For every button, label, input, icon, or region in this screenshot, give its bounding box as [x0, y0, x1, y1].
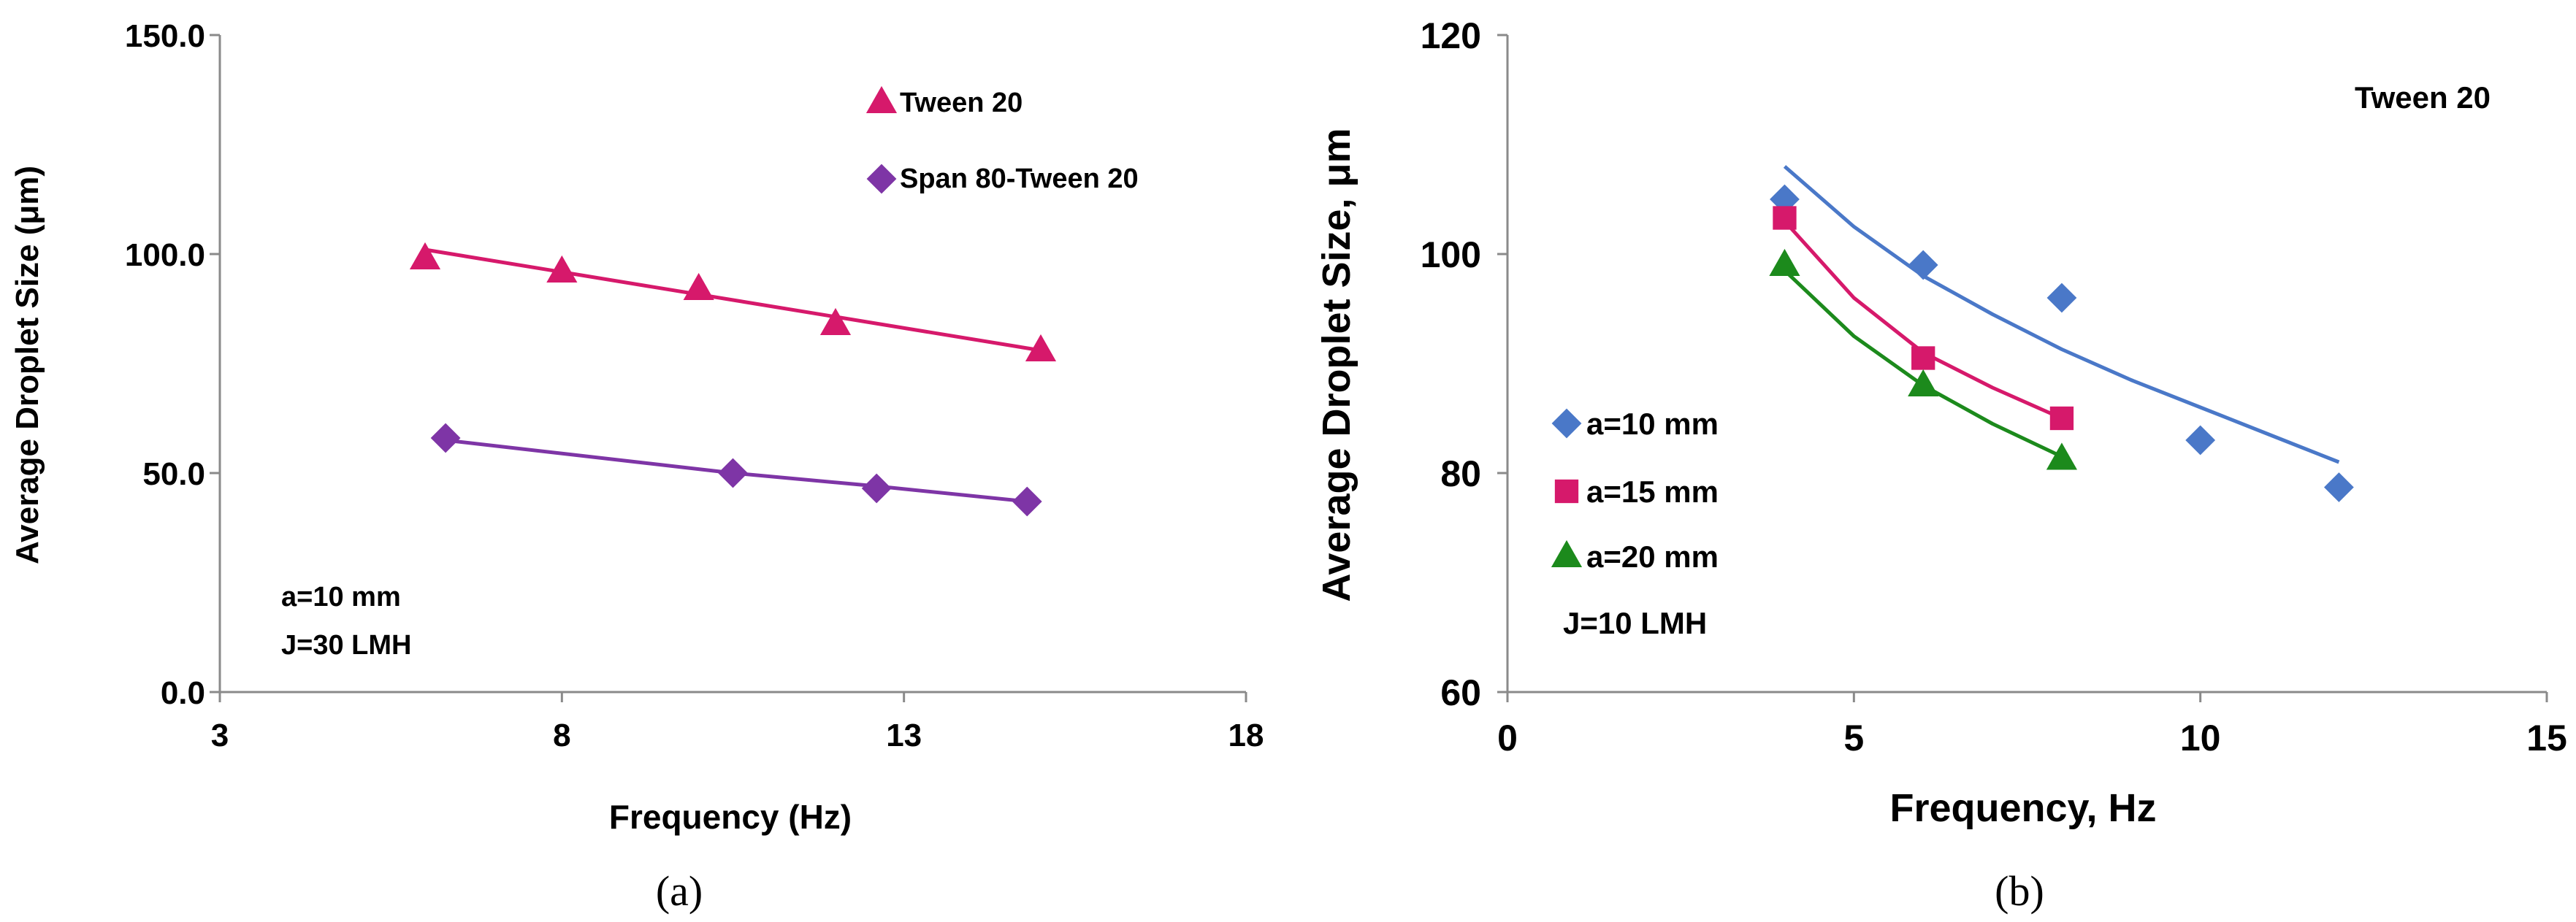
- panel-a-y-tick-label: 100.0: [125, 237, 205, 273]
- panel-b-chart: 0 5 10 15 60 80 100 120 Average Droplet Size, μ…: [1315, 15, 2567, 915]
- fit-line-span-80-tween-20: [445, 438, 1028, 504]
- panel-b-x-axis-title: Frequency, Hz: [1889, 786, 2156, 830]
- legend-marker-a-15-mm: [1554, 479, 1579, 504]
- legend-marker-a-20-mm: [1551, 539, 1583, 567]
- legend-marker-tween-20: [865, 85, 898, 113]
- panel-a-x-tick-label: 3: [211, 718, 229, 753]
- panel-a-ticks: 3 8 13 18 0.0 50.0 100.0 150.0: [125, 18, 1264, 753]
- legend-label-a-15-mm: a=15 mm: [1586, 475, 1719, 509]
- panel-b-x-tick-label: 10: [2180, 718, 2221, 758]
- data-point-a-20-mm: [2046, 442, 2078, 470]
- data-point-a-15-mm: [2049, 406, 2074, 431]
- panel-b-x-tick-label: 15: [2526, 718, 2567, 758]
- data-point-tween-20: [683, 272, 714, 300]
- legend-marker-a-10-mm: [1551, 408, 1582, 439]
- data-point-a-15-mm: [1911, 346, 1935, 370]
- panel-a-x-tick-label: 8: [553, 718, 570, 753]
- data-point-tween-20: [409, 242, 441, 269]
- data-point-span-80-tween-20: [718, 458, 748, 488]
- data-point-span-80-tween-20: [1012, 486, 1042, 517]
- legend-marker-tween-20: [865, 85, 898, 113]
- panel-a-fit-lines: [424, 247, 1042, 504]
- panel-a-y-axis-title: Average Droplet Size (μm): [9, 166, 45, 564]
- panel-b-y-tick-label: 120: [1421, 15, 1481, 56]
- panel-b-y-tick-label: 60: [1440, 672, 1481, 713]
- legend-label-span-80-tween-20: Span 80-Tween 20: [900, 164, 1139, 194]
- data-point-tween-20: [546, 255, 578, 283]
- legend-label-a-20-mm: a=20 mm: [1586, 539, 1719, 574]
- panel-a-y-tick-label: 0.0: [161, 675, 205, 711]
- legend-marker-span-80-tween-20: [866, 164, 897, 194]
- legend-marker-a-20-mm: [1551, 539, 1583, 567]
- panel-b-ticks: 0 5 10 15 60 80 100 120: [1421, 15, 2567, 758]
- legend-marker-span-80-tween-20: [866, 164, 897, 194]
- panel-b-y-axis-title: Average Droplet Size, μm: [1315, 128, 1358, 602]
- data-point-a-10-mm: [1908, 250, 1938, 280]
- panel-b-title: Tween 20: [2355, 80, 2491, 115]
- panel-b-caption: (b): [1995, 867, 2044, 915]
- legend-marker-a-15-mm: [1554, 479, 1579, 504]
- data-point-span-80-tween-20: [861, 473, 892, 504]
- panel-b-legend: a=10 mm a=15 mm a=20 mm: [1551, 407, 1719, 574]
- panel-a-y-tick-label: 150.0: [125, 18, 205, 54]
- data-point-a-15-mm: [1773, 206, 1797, 230]
- data-point-tween-20: [819, 307, 852, 335]
- panel-a-x-tick-label: 18: [1228, 718, 1264, 753]
- fit-line-a-10-mm: [1783, 165, 2340, 464]
- fit-line-tween-20: [424, 247, 1042, 353]
- panel-a-data-points: [409, 242, 1057, 517]
- data-point-a-20-mm: [1908, 369, 1939, 396]
- panel-b-x-tick-label: 0: [1497, 718, 1518, 758]
- panel-a-legend: Tween 20 Span 80-Tween 20: [865, 85, 1139, 194]
- panel-b-x-tick-label: 5: [1843, 718, 1864, 758]
- legend-marker-a-10-mm: [1551, 408, 1582, 439]
- panel-a-annotation-flux: J=30 LMH: [281, 630, 411, 661]
- legend-label-tween-20: Tween 20: [900, 88, 1023, 118]
- panel-a-annotation-spacing: a=10 mm: [281, 582, 401, 612]
- data-point-a-20-mm: [1769, 248, 1800, 276]
- panel-a-chart: 3 8 13 18 0.0 50.0 100.0 150.0 Average Droplet …: [9, 18, 1264, 915]
- data-point-a-10-mm: [1770, 184, 1800, 215]
- data-point-span-80-tween-20: [430, 423, 461, 453]
- data-point-a-10-mm: [2185, 425, 2216, 456]
- panel-a-y-tick-label: 50.0: [142, 456, 205, 492]
- legend-label-a-10-mm: a=10 mm: [1586, 407, 1719, 441]
- data-point-tween-20: [1025, 334, 1057, 361]
- panel-a-x-axis-title: Frequency (Hz): [609, 798, 852, 836]
- panel-b-y-tick-label: 80: [1440, 453, 1481, 494]
- panel-b-y-tick-label: 100: [1421, 234, 1481, 275]
- panel-b-annotation-flux: J=10 LMH: [1563, 606, 1707, 640]
- panel-b-data-points: [1769, 184, 2354, 502]
- data-point-a-10-mm: [2046, 283, 2077, 313]
- panel-a-caption: (a): [656, 867, 703, 915]
- panel-a-x-tick-label: 13: [886, 718, 922, 753]
- data-point-a-10-mm: [2324, 472, 2354, 502]
